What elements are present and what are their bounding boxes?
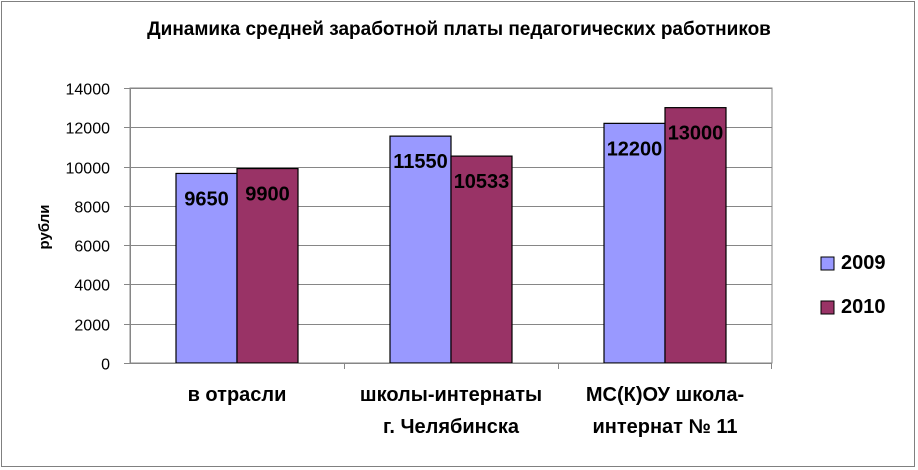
bar-2009 — [603, 122, 666, 364]
data-label: 9650 — [184, 188, 229, 210]
legend: 2009 2010 — [820, 252, 886, 318]
y-tick-label: 14000 — [66, 82, 111, 99]
y-tick-label: 10000 — [66, 161, 111, 178]
x-tick-label: интернат № 11 — [592, 416, 737, 438]
legend-label-2010: 2010 — [841, 296, 886, 318]
bars — [175, 107, 727, 364]
legend-label-2009: 2009 — [841, 252, 886, 274]
axes: 0 2000 4000 6000 8000 10000 12000 14000 рубли в о… — [36, 82, 772, 438]
y-tick-label: 4000 — [74, 278, 110, 295]
y-axis-title: рубли — [36, 205, 53, 250]
chart-title: Динамика средней заработной платы педаго… — [147, 19, 771, 40]
y-tick-label: 8000 — [74, 200, 110, 217]
bar-2010 — [664, 107, 727, 364]
bar-2009 — [389, 135, 452, 364]
y-tick-label: 2000 — [74, 318, 110, 335]
x-tick-label: г. Челябинска — [383, 416, 520, 438]
y-tick-label: 0 — [101, 357, 110, 374]
data-label: 13000 — [668, 123, 724, 145]
data-label: 12200 — [607, 138, 663, 160]
data-label: 10533 — [454, 171, 510, 193]
x-tick-label: школы-интернаты — [360, 384, 542, 406]
bar-2009 — [175, 172, 238, 364]
y-tick-label: 6000 — [74, 239, 110, 256]
legend-swatch-2010 — [820, 300, 835, 315]
bar-2010 — [450, 155, 513, 364]
data-label: 11550 — [393, 151, 448, 173]
x-tick-label: в отрасли — [188, 384, 287, 406]
bar-2010 — [236, 167, 299, 364]
legend-swatch-2009 — [820, 256, 835, 271]
y-tick-label: 12000 — [66, 121, 111, 138]
x-tick-label: МС(К)ОУ школа- — [586, 384, 744, 406]
data-label: 9900 — [245, 184, 290, 206]
